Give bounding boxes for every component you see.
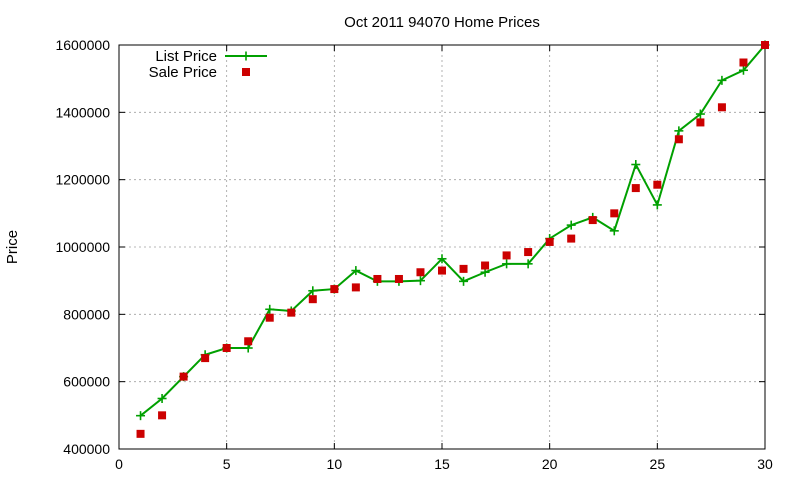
sale-price-point [610, 209, 619, 218]
sale-price-point [459, 264, 468, 273]
legend-label: List Price [155, 48, 217, 65]
sale-price-point [373, 274, 382, 283]
y-tick-label: 800000 [63, 306, 110, 322]
x-tick-label: 15 [434, 456, 450, 472]
y-tick-label: 1600000 [55, 37, 110, 53]
list-price-point [459, 276, 469, 286]
list-price-point [502, 259, 512, 269]
y-tick-label: 1400000 [55, 104, 110, 120]
sale-price-point [502, 251, 511, 260]
list-price-point [674, 126, 684, 136]
x-tick-label: 25 [650, 456, 666, 472]
x-tick-label: 10 [327, 456, 343, 472]
sale-price-point [717, 103, 726, 112]
sale-price-point [244, 337, 253, 346]
sale-price-point [179, 372, 188, 381]
list-price-point [523, 259, 533, 269]
list-price-point [136, 411, 146, 421]
sale-price-point [265, 313, 274, 322]
x-tick-label: 5 [223, 456, 231, 472]
list-price-point [437, 254, 447, 264]
list-price-point [738, 65, 748, 75]
y-axis-label: Price [4, 230, 21, 264]
list-price-point [308, 286, 318, 296]
list-price-point [157, 394, 167, 403]
y-tick-label: 1200000 [55, 172, 110, 188]
sale-price-point [158, 411, 167, 420]
sale-price-point [739, 58, 748, 67]
series-lines [139, 44, 766, 417]
x-tick-label: 30 [757, 456, 773, 472]
x-tick-label: 20 [542, 456, 558, 472]
y-tick-label: 600000 [63, 374, 110, 390]
sale-price-point [136, 429, 145, 438]
sale-price-point [308, 295, 317, 304]
list-price-point [609, 226, 619, 236]
list-price-point [652, 200, 662, 210]
series-markers [136, 40, 770, 438]
legend-plus-marker [241, 51, 251, 61]
chart-title: Oct 2011 94070 Home Prices [344, 14, 540, 31]
legend-square-marker [242, 68, 250, 76]
y-tick-label: 1000000 [55, 239, 110, 255]
list-price-point [351, 266, 361, 276]
legend-label: Sale Price [149, 64, 217, 81]
list-price-point [631, 160, 641, 170]
list-price-point [415, 276, 425, 286]
sale-price-point [222, 344, 231, 352]
list-price-point [695, 109, 705, 119]
sale-price-point [674, 135, 683, 144]
list-price-point [265, 304, 275, 314]
sale-price-point [351, 283, 360, 292]
sale-price-point [567, 234, 576, 243]
sale-price-point [416, 268, 425, 277]
sale-price-point [287, 308, 296, 317]
sale-price-point [524, 248, 533, 257]
sale-price-point [653, 180, 662, 189]
list-price-point [566, 220, 576, 230]
list-price-point [717, 75, 727, 85]
y-tick-label: 400000 [63, 441, 110, 457]
sale-price-point [631, 184, 640, 193]
list-price-line [139, 44, 766, 417]
sale-price-point [394, 274, 403, 283]
sale-price-point [201, 354, 210, 363]
axis-ticks: 0 5 10 15 20 25 30 400000 600000 800000 1000000 120… [55, 37, 773, 472]
sale-price-point [761, 41, 769, 49]
grid [119, 45, 765, 449]
x-tick-label: 0 [115, 456, 123, 472]
sale-price-point [481, 261, 490, 270]
sale-price-point [696, 118, 705, 127]
sale-price-point [545, 237, 554, 246]
sale-price-point [330, 285, 339, 294]
sale-price-point [438, 266, 446, 275]
sale-price-point [588, 216, 597, 225]
